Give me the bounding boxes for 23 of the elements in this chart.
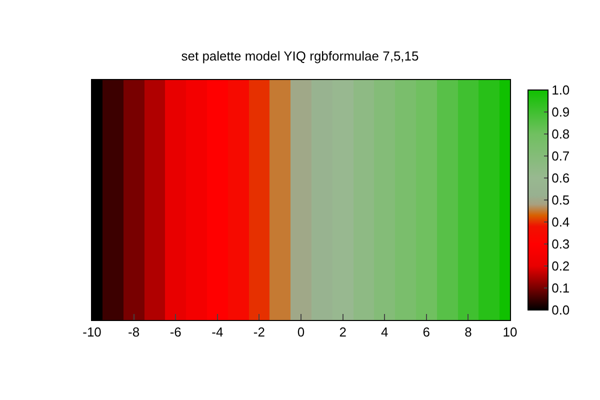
x-tick-label: -4: [212, 324, 224, 340]
x-tick-label: 10: [502, 324, 518, 340]
x-tick-label: -10: [82, 324, 102, 340]
color-bar-label: 0.6: [552, 170, 570, 186]
chart-title: set palette model YIQ rgbformulae 7,5,15: [181, 48, 419, 64]
color-bar-label: 1.0: [552, 82, 570, 98]
color-bar-label: 0.8: [552, 126, 570, 142]
color-bar-label: 0.2: [552, 258, 570, 274]
x-tick-label: -2: [253, 324, 265, 340]
x-tick-label: 8: [464, 324, 472, 340]
x-tick-label: 6: [422, 324, 430, 340]
color-bar-label: 0.1: [552, 280, 570, 296]
x-tick-label: 0: [297, 324, 305, 340]
x-tick-label: 2: [339, 324, 346, 340]
color-bar-label: 0.9: [552, 104, 570, 120]
color-bar-label: 0.5: [552, 192, 570, 208]
x-tick-label: 4: [380, 324, 388, 340]
color-bar-label: 0.4: [552, 214, 570, 230]
x-tick-label: -8: [128, 324, 140, 340]
color-bar-label: 0.7: [552, 148, 570, 164]
color-bar-label: 0.3: [552, 236, 570, 252]
x-tick-label: -6: [170, 324, 182, 340]
color-bar-label: 0.0: [552, 302, 570, 318]
